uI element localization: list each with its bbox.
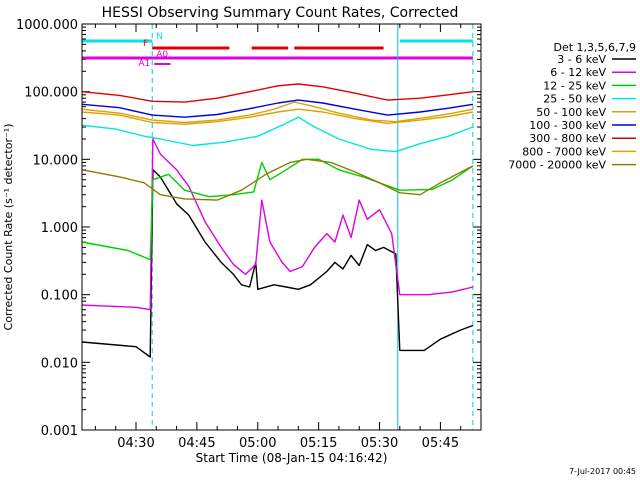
x-tick-label: 04:30 — [117, 436, 154, 451]
y-tick-label: 0.100 — [41, 289, 78, 304]
y-axis-label: Corrected Count Rate (s⁻¹ detector⁻¹) — [2, 124, 15, 331]
x-tick-label: 05:30 — [361, 436, 398, 451]
legend-label: 7000 - 20000 keV — [508, 159, 606, 172]
series-line-5 — [81, 99, 474, 118]
timestamp: 7-Jul-2017 00:45 — [569, 467, 636, 476]
legend-label: 3 - 6 keV — [557, 53, 606, 66]
legend-label: 6 - 12 keV — [550, 66, 606, 79]
x-tick-label: 05:00 — [239, 436, 276, 451]
y-tick-label: 100.000 — [24, 86, 78, 101]
legend-label: 100 - 300 keV — [529, 119, 606, 132]
legend-title: Det 1,3,5,6,7,9 — [553, 41, 636, 54]
legend-label: 300 - 800 keV — [529, 132, 606, 145]
y-tick-label: 0.010 — [41, 356, 78, 371]
series-line-8 — [81, 158, 474, 201]
y-tick-label: 0.001 — [41, 424, 78, 439]
series-line-7 — [81, 108, 474, 125]
series-line-2 — [81, 158, 474, 261]
y-tick-label: 1.000 — [41, 221, 78, 236]
x-tick-label: 04:45 — [178, 436, 215, 451]
chart-title: HESSI Observing Summary Count Rates, Cor… — [102, 5, 459, 21]
flag-label-a1: A1 — [138, 59, 150, 69]
series-line-3 — [81, 116, 474, 153]
flag-label-n: N — [156, 32, 163, 42]
flag-label-a0: A0 — [156, 50, 168, 60]
legend-label: 800 - 7000 keV — [522, 145, 606, 158]
x-axis-label: Start Time (08-Jan-15 04:16:42) — [196, 451, 388, 465]
y-tick-label: 1000.000 — [16, 18, 78, 33]
legend-label: 50 - 100 keV — [536, 106, 606, 119]
legend-label: 25 - 50 keV — [543, 93, 606, 106]
y-tick-label: 10.000 — [33, 153, 79, 168]
series-line-0 — [81, 169, 474, 358]
x-tick-label: 05:45 — [422, 436, 459, 451]
x-tick-label: 05:15 — [300, 436, 337, 451]
plot-frame — [81, 23, 482, 431]
series-line-4 — [81, 101, 474, 124]
series-line-6 — [81, 83, 473, 103]
series-line-1 — [81, 138, 474, 311]
flag-label-f: F — [143, 39, 148, 49]
legend-label: 12 - 25 keV — [543, 79, 606, 92]
